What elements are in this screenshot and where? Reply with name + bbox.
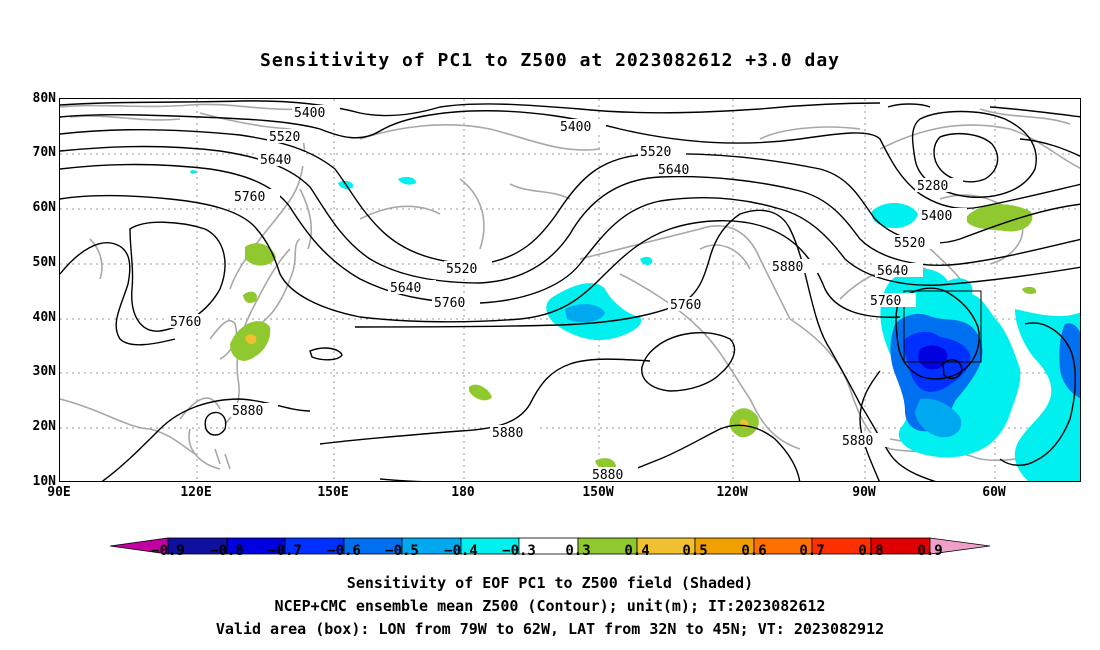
lon-label-150e: 150E [317,485,349,500]
contour-label: 5880 [842,434,873,449]
lat-label-10n: 10N [32,474,56,489]
colorbar-tick: −0.8 [210,543,244,559]
contour-label: 5760 [870,294,901,309]
contour-label: 5520 [894,236,925,251]
colorbar-tick: −0.7 [268,543,302,559]
contour-label: 5280 [917,179,948,194]
colorbar-tick: −0.6 [327,543,361,559]
caption-shading: Sensitivity of EOF PC1 to Z500 field (Sh… [346,574,754,592]
caption-contour: NCEP+CMC ensemble mean Z500 (Contour); u… [274,597,826,615]
lat-label-50n: 50N [32,255,56,270]
valid-area-box [903,290,982,363]
contour-label: 5640 [390,281,421,296]
colorbar [110,537,990,555]
caption-valid-area: Valid area (box): LON from 79W to 62W, L… [215,620,885,638]
colorbar-tick: 0.4 [624,543,650,559]
contour-label: 5880 [592,468,623,482]
contour-label: 5880 [232,404,263,419]
lon-label-90w: 90W [852,485,876,500]
contour-label: 5400 [560,120,591,135]
colorbar-tick: 0.8 [858,543,884,559]
lat-label-60n: 60N [32,200,56,215]
lat-label-80n: 80N [32,91,56,106]
contour-label: 5640 [877,264,908,279]
contour-label-group: 5400 5520 5640 5760 5400 5520 5640 5520 … [168,105,967,482]
contour-label: 5520 [640,145,671,160]
contour-label: 5400 [294,106,325,121]
colorbar-tick: 0.7 [799,543,825,559]
contour-label: 5760 [170,315,201,330]
colorbar-tick: −0.9 [151,543,185,559]
sensitivity-shading [190,170,1080,481]
colorbar-tick: 0.3 [565,543,591,559]
map-title: Sensitivity of PC1 to Z500 at 2023082612… [259,50,840,71]
lat-label-70n: 70N [32,145,56,160]
contour-label: 5640 [260,153,291,168]
lon-label-120w: 120W [716,485,748,500]
contour-label: 5760 [234,190,265,205]
contour-label: 5880 [772,260,803,275]
colorbar-tick: 0.6 [741,543,767,559]
lon-label-180: 180 [451,485,475,500]
contour-label: 5880 [492,426,523,441]
colorbar-tick: −0.5 [385,543,419,559]
contour-label: 5520 [269,130,300,145]
map-canvas: 5400 5520 5640 5760 5400 5520 5640 5520 … [60,99,1080,482]
colorbar-max-arrow [929,537,990,555]
colorbar-tick: −0.4 [444,543,478,559]
lat-label-20n: 20N [32,419,56,434]
colorbar-tick: −0.3 [502,543,536,559]
lon-label-150w: 150W [582,485,614,500]
lat-label-30n: 30N [32,364,56,379]
contour-label: 5760 [434,296,465,311]
lon-label-120e: 120E [180,485,212,500]
contour-label: 5400 [921,209,952,224]
lat-label-40n: 40N [32,310,56,325]
lon-label-90e: 90E [47,485,71,500]
contour-label: 5520 [446,262,477,277]
map-panel: 5400 5520 5640 5760 5400 5520 5640 5520 … [59,98,1081,482]
contour-label: 5640 [658,163,689,178]
colorbar-tick: 0.9 [917,543,943,559]
contour-label: 5760 [670,298,701,313]
graticule [60,99,1080,481]
lon-label-60w: 60W [982,485,1006,500]
colorbar-tick: 0.5 [682,543,708,559]
